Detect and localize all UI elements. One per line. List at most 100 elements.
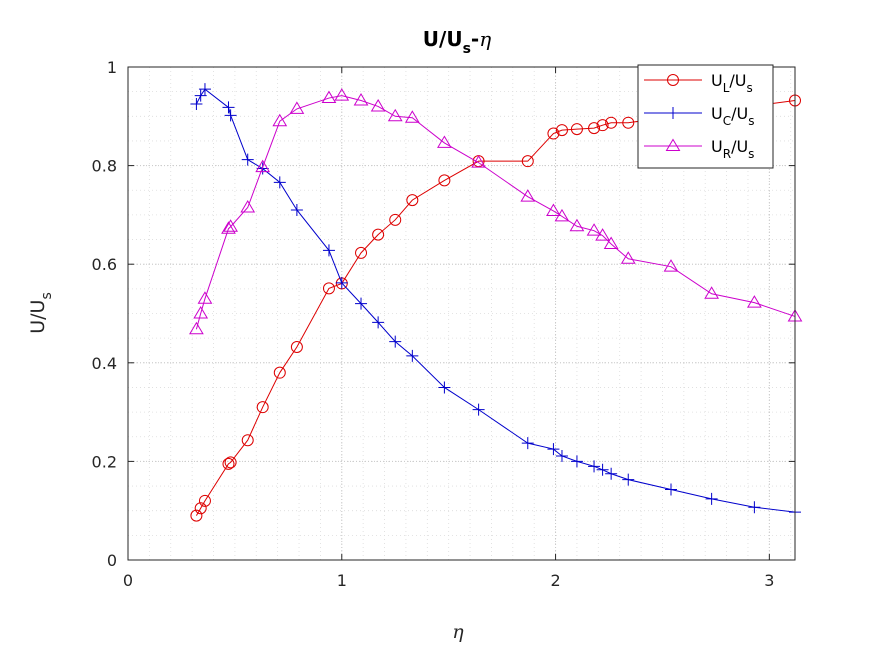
data-point (190, 509, 203, 522)
data-point (406, 349, 419, 362)
data-point (372, 228, 385, 241)
data-point (224, 456, 237, 469)
data-point (273, 176, 286, 189)
data-point (335, 276, 348, 289)
legend-entry-l: UL/Us (644, 71, 753, 95)
data-point (622, 116, 635, 129)
data-point (241, 153, 254, 166)
data-point (372, 316, 385, 329)
legend-marker (667, 107, 679, 119)
data-point (521, 155, 534, 168)
x-tick-label: 0 (123, 571, 133, 590)
data-point (521, 437, 534, 450)
series-r (189, 88, 803, 335)
x-axis-label: η (452, 621, 464, 643)
data-point (389, 213, 402, 226)
data-point (747, 295, 762, 308)
data-point (596, 463, 609, 476)
data-point (620, 251, 636, 264)
data-point (588, 460, 601, 473)
data-point (321, 90, 337, 104)
data-point (334, 88, 350, 101)
data-point (404, 110, 420, 123)
data-point (387, 108, 403, 122)
series-line (195, 100, 796, 516)
legend-entry-r: UR/Us (644, 137, 754, 161)
data-point (193, 306, 209, 319)
data-point (224, 109, 237, 122)
x-tick-label: 1 (337, 571, 347, 590)
data-point (389, 335, 402, 348)
data-point (586, 223, 602, 236)
data-point (546, 203, 561, 216)
data-point (438, 174, 451, 187)
data-point (189, 321, 204, 335)
y-tick-label: 1 (107, 58, 117, 77)
data-point (595, 228, 610, 241)
data-point (355, 246, 368, 259)
data-point (353, 93, 369, 106)
x-tick-label: 3 (764, 571, 774, 590)
data-point (256, 162, 269, 175)
data-point (570, 455, 583, 468)
data-point (547, 443, 560, 456)
data-point (547, 127, 560, 140)
y-tick-label: 0 (107, 551, 117, 570)
data-point (221, 221, 236, 234)
y-tick-label: 0.8 (92, 157, 117, 176)
data-point (273, 366, 286, 379)
data-point (705, 492, 718, 505)
legend: UL/Us UC/Us UR/Us (637, 64, 774, 169)
data-point (438, 381, 451, 394)
data-point (555, 124, 568, 137)
data-point (406, 194, 419, 207)
y-tick-label: 0.4 (92, 354, 117, 373)
data-point (665, 483, 678, 496)
data-point (355, 297, 368, 310)
legend-label: UL/Us (711, 71, 753, 95)
data-point (437, 135, 452, 148)
data-point (704, 286, 720, 299)
chart-title: U/Us-η (423, 27, 491, 57)
data-point (197, 291, 213, 304)
data-point (194, 502, 207, 515)
data-point (198, 83, 211, 96)
data-point (622, 473, 635, 486)
data-point (605, 116, 618, 129)
y-tick-label: 0.6 (92, 255, 117, 274)
data-point (471, 155, 486, 168)
legend-marker (667, 74, 679, 86)
legend-entry-c: UC/Us (644, 104, 754, 128)
data-point (290, 203, 303, 216)
data-point (370, 98, 386, 112)
y-tick-label: 0.2 (92, 452, 117, 471)
data-point (588, 122, 601, 135)
ticks: 0 1 2 3 0 0.2 0.4 0.6 0.8 1 (92, 58, 795, 590)
data-point (255, 159, 271, 173)
data-point (190, 97, 203, 110)
legend-box (637, 64, 774, 169)
data-point (194, 89, 207, 102)
y-axis-label: U/Us (27, 292, 55, 334)
data-point (555, 449, 568, 462)
legend-label: UC/Us (711, 104, 754, 128)
data-point (322, 244, 335, 257)
data-point (240, 200, 256, 213)
series-layer (189, 83, 803, 522)
data-point (605, 467, 618, 480)
data-point (570, 123, 583, 136)
plot-frame (127, 66, 796, 561)
data-point (520, 189, 536, 202)
data-point (223, 219, 238, 232)
data-point (198, 494, 211, 507)
data-point (289, 101, 305, 114)
data-point (256, 401, 269, 414)
data-point (472, 403, 485, 416)
data-point (596, 119, 609, 132)
data-point (322, 282, 335, 295)
data-point (569, 218, 585, 232)
data-point (222, 101, 235, 114)
data-point (241, 434, 254, 447)
x-tick-label: 2 (550, 571, 560, 590)
